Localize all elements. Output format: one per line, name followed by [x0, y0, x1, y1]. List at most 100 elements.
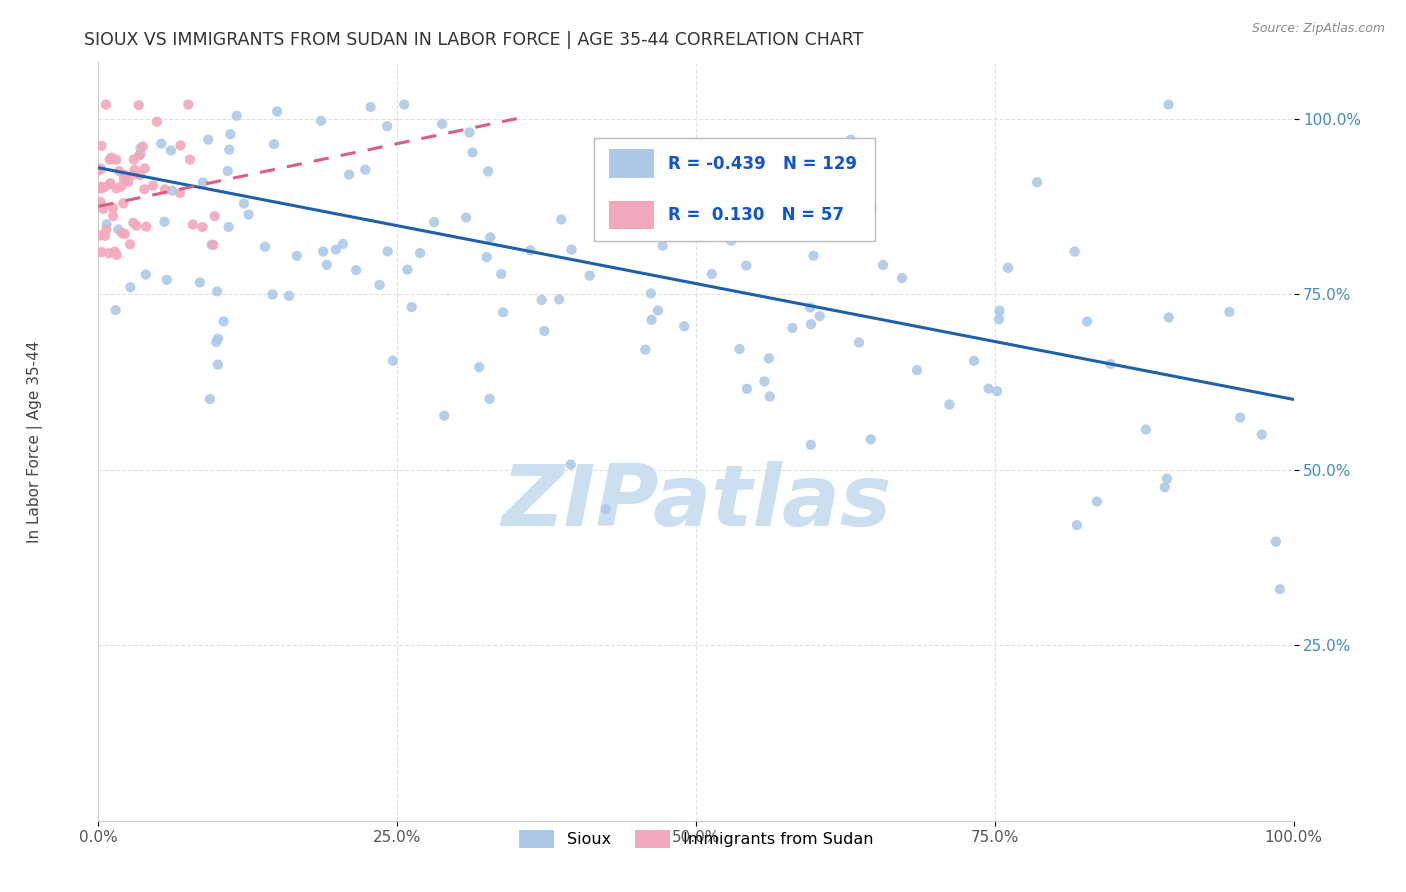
Point [700, 267, 723, 281]
Point [122, 168, 145, 182]
Point [160, 184, 183, 198]
Point [169, 138, 191, 153]
Point [212, 314, 235, 328]
Text: ZIPatlas: ZIPatlas [501, 460, 891, 544]
Point [90, 179, 112, 194]
Point [134, 161, 156, 176]
Point [104, 244, 127, 259]
Point [114, 168, 136, 182]
Point [217, 164, 239, 178]
Point [135, 268, 157, 282]
Point [492, 305, 515, 319]
Point [1085, 494, 1108, 508]
Point [219, 127, 242, 141]
Point [1268, 582, 1291, 597]
Point [153, 215, 176, 229]
Point [135, 219, 157, 234]
Point [344, 263, 367, 277]
Point [129, 141, 152, 155]
Point [90, 245, 112, 260]
Point [191, 176, 214, 190]
Point [112, 171, 135, 186]
FancyBboxPatch shape [595, 138, 875, 241]
Point [233, 196, 256, 211]
Point [468, 360, 491, 375]
Point [360, 100, 382, 114]
Point [456, 211, 478, 225]
Point [1026, 175, 1049, 189]
Point [578, 268, 600, 283]
Point [381, 353, 404, 368]
Point [375, 119, 398, 133]
Point [396, 262, 419, 277]
Point [134, 182, 156, 196]
Point [1099, 357, 1122, 371]
Point [354, 162, 377, 177]
Point [673, 319, 696, 334]
Point [309, 113, 332, 128]
Point [401, 300, 423, 314]
Point [800, 317, 823, 331]
Point [124, 163, 146, 178]
Point [204, 209, 226, 223]
Point [872, 258, 894, 272]
Point [90, 181, 112, 195]
Point [1218, 305, 1240, 319]
Point [325, 243, 347, 257]
Point [477, 164, 499, 178]
Point [479, 230, 502, 244]
Point [96, 222, 118, 236]
Point [105, 248, 128, 262]
Point [754, 375, 776, 389]
Point [560, 458, 582, 472]
Point [640, 313, 662, 327]
Point [560, 243, 582, 257]
Point [101, 201, 124, 215]
Point [97, 246, 120, 260]
Point [122, 216, 145, 230]
Point [94, 97, 117, 112]
Point [963, 354, 986, 368]
Point [142, 178, 165, 193]
Point [87, 163, 110, 178]
Point [430, 117, 453, 131]
Point [110, 179, 132, 194]
Point [1156, 472, 1178, 486]
Point [461, 145, 484, 160]
Point [278, 289, 301, 303]
Point [735, 382, 758, 396]
Point [104, 303, 127, 318]
Point [93, 180, 115, 194]
Bar [609, 201, 654, 229]
Point [90, 161, 112, 176]
Point [860, 201, 883, 215]
Text: R = -0.439   N = 129: R = -0.439 N = 129 [668, 155, 858, 173]
Point [337, 168, 360, 182]
Point [120, 280, 142, 294]
Point [117, 175, 139, 189]
Point [115, 173, 138, 187]
Point [433, 409, 456, 423]
Point [266, 104, 288, 119]
Point [218, 219, 240, 234]
Point [156, 273, 179, 287]
Point [146, 114, 169, 128]
Point [202, 238, 225, 252]
Point [797, 218, 820, 232]
Point [207, 332, 229, 346]
Point [153, 182, 176, 196]
Point [111, 226, 134, 240]
Point [108, 164, 131, 178]
Point [96, 218, 118, 232]
Point [90, 138, 112, 153]
Text: R =  0.130   N = 57: R = 0.130 N = 57 [668, 206, 845, 224]
Point [859, 433, 882, 447]
Point [839, 133, 862, 147]
Point [150, 136, 173, 151]
Point [91, 202, 114, 216]
Point [368, 277, 391, 292]
Point [1264, 534, 1286, 549]
Point [595, 502, 617, 516]
Point [89, 194, 111, 209]
Point [987, 312, 1010, 326]
